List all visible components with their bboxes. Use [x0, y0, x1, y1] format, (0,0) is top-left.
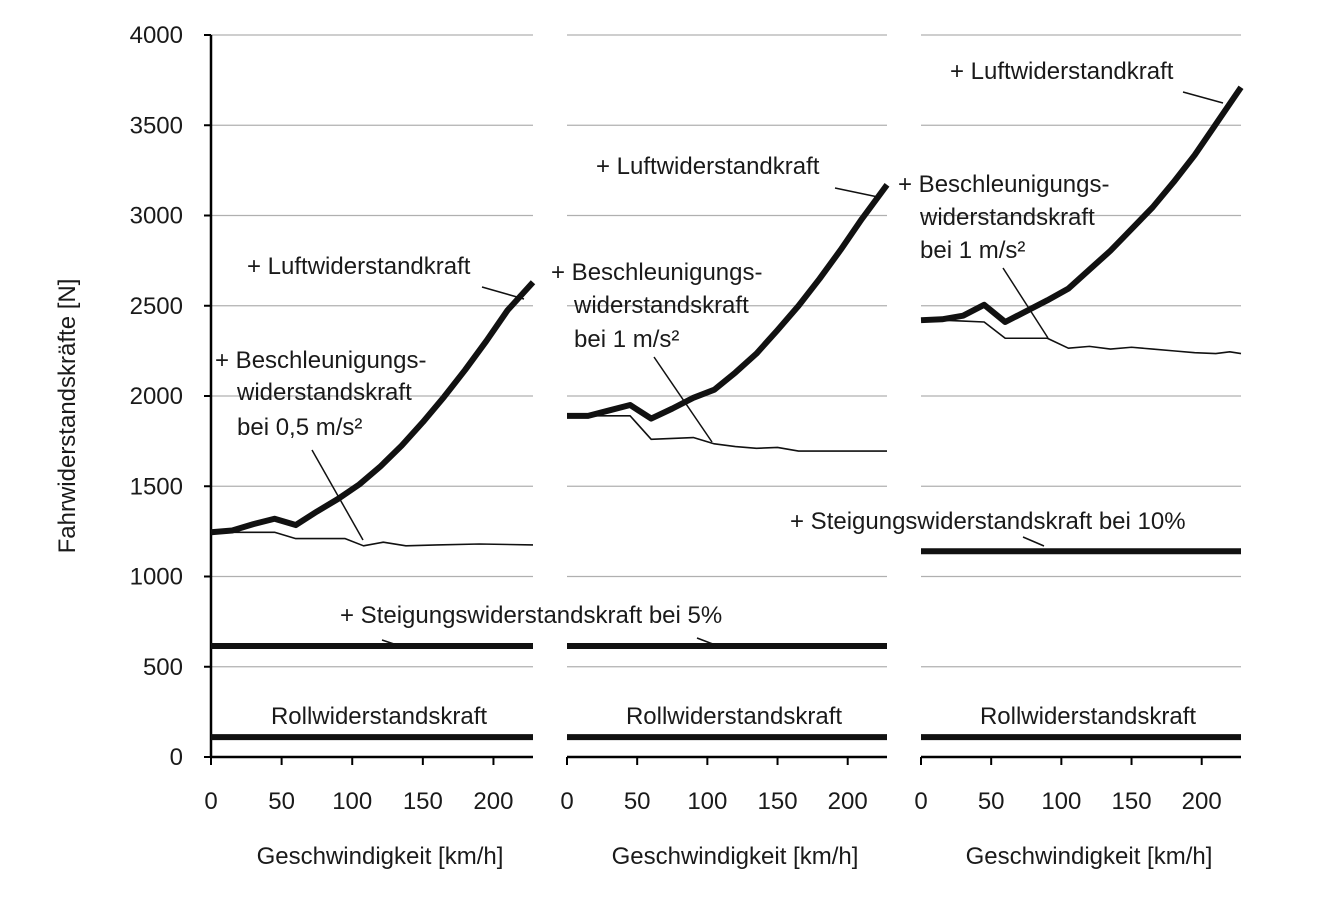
x-tick-label: 100 — [332, 788, 372, 815]
rollwiderstand-label: Rollwiderstandskraft — [980, 703, 1196, 730]
steigung-label: + Steigungswiderstandskraft bei 5% — [340, 602, 722, 629]
x-tick-label: 100 — [687, 788, 727, 815]
x-tick-label: 150 — [758, 788, 798, 815]
beschleunigung-line — [567, 415, 887, 452]
luftwiderstand-pointer — [481, 286, 525, 300]
steigung-pointer — [1022, 536, 1045, 547]
beschleunigung-label: + Beschleunigungs- — [898, 171, 1109, 198]
x-tick-label: 200 — [1182, 788, 1222, 815]
beschleunigung-pointer — [653, 356, 713, 443]
rollwiderstand-label: Rollwiderstandskraft — [271, 703, 487, 730]
x-tick-label: 150 — [1112, 788, 1152, 815]
beschleunigung-pointer — [1002, 267, 1049, 339]
grid-layer — [211, 34, 1241, 668]
luftwiderstand-label: + Luftwiderstandkraft — [950, 58, 1174, 85]
y-tick-label: 3000 — [130, 203, 183, 230]
y-tick-label: 0 — [170, 744, 183, 771]
steigung-label: + Steigungswiderstandskraft bei 10% — [790, 508, 1186, 535]
x-tick-label: 200 — [473, 788, 513, 815]
x-axis-label: Geschwindigkeit [km/h] — [612, 843, 859, 870]
beschleunigung-label: bei 0,5 m/s² — [237, 414, 362, 441]
y-tick-label: 4000 — [130, 22, 183, 49]
x-tick-label: 100 — [1041, 788, 1081, 815]
luftwiderstand-pointer — [834, 187, 879, 198]
x-tick-label: 50 — [624, 788, 651, 815]
beschleunigung-pointer — [311, 449, 364, 541]
x-tick-label: 150 — [403, 788, 443, 815]
series-layer — [210, 85, 1244, 741]
beschleunigung-label: bei 1 m/s² — [574, 326, 679, 353]
y-axis-label: Fahrwiderstandskräfte [N] — [54, 279, 81, 554]
beschleunigung-label: bei 1 m/s² — [920, 237, 1025, 264]
luftwiderstand-label: + Luftwiderstandkraft — [247, 253, 471, 280]
luftwiderstand-line — [567, 183, 890, 422]
x-tick-label: 50 — [268, 788, 295, 815]
rollwiderstand-label: Rollwiderstandskraft — [626, 703, 842, 730]
beschleunigung-label: + Beschleunigungs- — [551, 259, 762, 286]
beschleunigung-label: + Beschleunigungs- — [215, 347, 426, 374]
x-tick-label: 200 — [828, 788, 868, 815]
luftwiderstand-line — [920, 85, 1244, 325]
y-tick-label: 2500 — [130, 293, 183, 320]
steigung-pointer — [381, 639, 401, 647]
steigung-pointer — [696, 637, 719, 647]
y-tick-label: 1500 — [130, 473, 183, 500]
x-tick-label: 0 — [914, 788, 927, 815]
y-tick-label: 3500 — [130, 112, 183, 139]
text-layer: 05001000150020002500300035004000Fahrwide… — [54, 22, 1224, 870]
x-tick-label: 0 — [560, 788, 573, 815]
beschleunigung-line — [921, 319, 1242, 355]
beschleunigung-label: widerstandskraft — [573, 292, 749, 319]
x-tick-label: 0 — [204, 788, 217, 815]
y-tick-label: 2000 — [130, 383, 183, 410]
axes-layer — [204, 34, 1241, 765]
x-axis-label: Geschwindigkeit [km/h] — [966, 843, 1213, 870]
y-tick-label: 1000 — [130, 564, 183, 591]
x-tick-label: 50 — [978, 788, 1005, 815]
y-tick-label: 500 — [143, 654, 183, 681]
x-axis-label: Geschwindigkeit [km/h] — [257, 843, 504, 870]
beschleunigung-label: widerstandskraft — [236, 379, 412, 406]
luftwiderstand-line — [210, 280, 536, 536]
luftwiderstand-pointer — [1182, 91, 1224, 104]
beschleunigung-line — [211, 531, 534, 547]
luftwiderstand-label: + Luftwiderstandkraft — [596, 153, 820, 180]
beschleunigung-label: widerstandskraft — [919, 204, 1095, 231]
